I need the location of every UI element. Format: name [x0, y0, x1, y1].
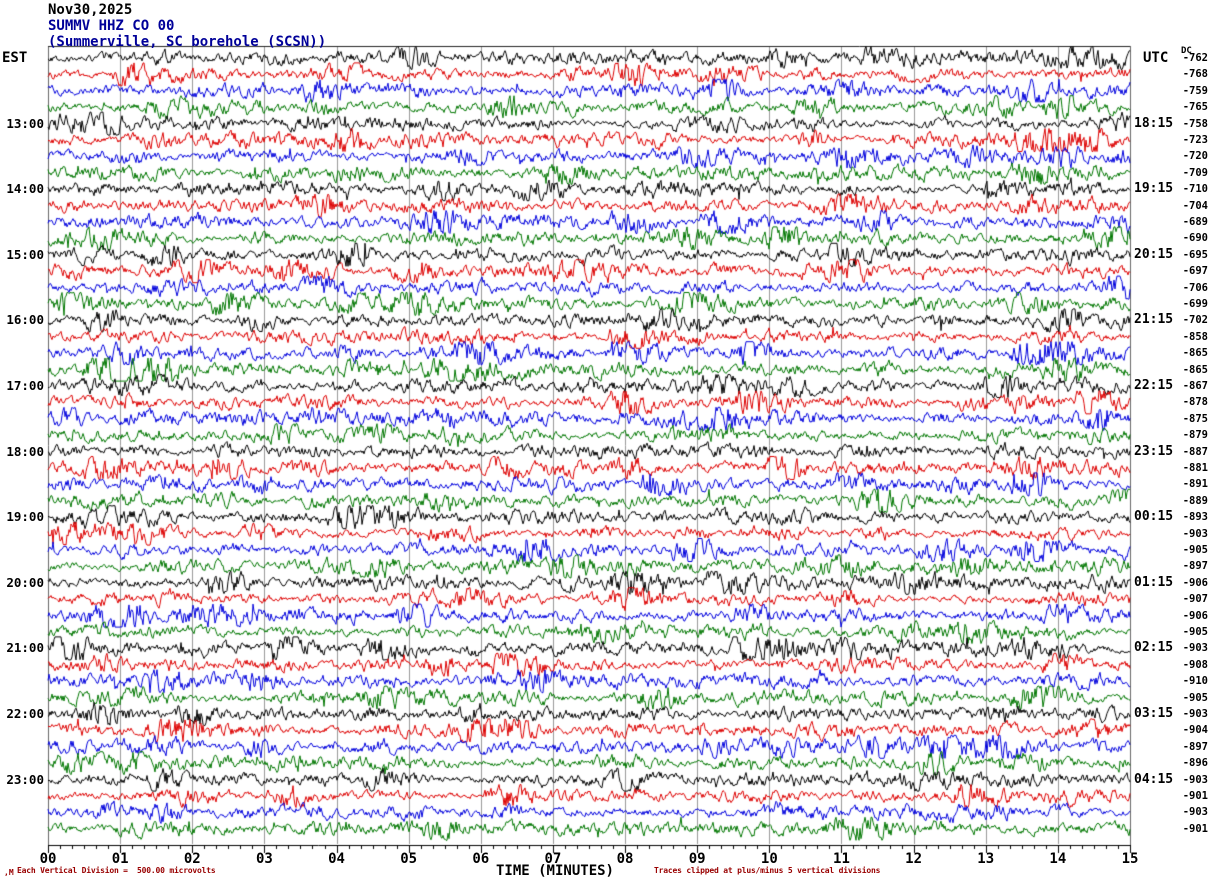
right-hour-label: 18:15 — [1134, 115, 1174, 131]
dc-offset-value: -903 — [1182, 708, 1208, 720]
right-hour-label: 21:15 — [1134, 312, 1174, 328]
x-tick-label: 05 — [400, 851, 418, 867]
dc-offset-value: -765 — [1182, 101, 1208, 114]
x-tick-label: 09 — [688, 851, 706, 867]
left-hour-label: 15:00 — [6, 246, 44, 262]
left-hour-label: 13:00 — [6, 115, 44, 131]
right-hour-label: 00:15 — [1134, 509, 1174, 525]
right-hour-label: 22:15 — [1134, 378, 1174, 393]
x-axis-label: TIME (MINUTES) — [495, 863, 614, 879]
x-tick-label: 04 — [328, 851, 345, 867]
station-title: SUMMV HHZ CO 00 — [48, 18, 175, 34]
x-tick-label: 02 — [183, 851, 201, 867]
clip-note: Traces clipped at plus/minus 5 vertical … — [654, 866, 881, 875]
dc-offset-value: -704 — [1182, 199, 1208, 212]
dc-offset-value: -889 — [1182, 494, 1208, 507]
dc-offset-value: -858 — [1182, 330, 1208, 343]
dc-offset-value: -706 — [1182, 281, 1208, 294]
dc-offset-value: -908 — [1182, 658, 1208, 671]
dc-offset-value: -905 — [1182, 626, 1208, 638]
x-tick-label: 13 — [977, 851, 995, 867]
left-hour-label: 21:00 — [6, 640, 44, 656]
dc-offset-value: -905 — [1182, 544, 1208, 556]
dc-offset-value: -897 — [1182, 560, 1208, 573]
dc-offset-value: -887 — [1182, 445, 1208, 458]
right-hour-label: 19:15 — [1134, 181, 1174, 197]
dc-offset-value: -867 — [1182, 380, 1208, 392]
dc-offset-value: -710 — [1182, 183, 1208, 196]
right-timezone-label: UTC — [1143, 50, 1169, 66]
date-title: Nov30,2025 — [48, 2, 133, 18]
dc-offset-value: -906 — [1182, 609, 1208, 622]
dc-offset-value: -906 — [1182, 576, 1208, 589]
dc-offset-value: -720 — [1182, 150, 1208, 163]
left-hour-label: 20:00 — [6, 574, 44, 590]
dc-offset-value: -881 — [1182, 462, 1208, 474]
dc-offset-value: -865 — [1182, 363, 1208, 376]
dc-offset-value: -903 — [1182, 773, 1208, 786]
x-tick-label: 01 — [111, 851, 129, 867]
dc-offset-value: -901 — [1182, 790, 1208, 802]
left-hour-label: 19:00 — [6, 509, 44, 525]
x-tick-label: 12 — [905, 851, 923, 867]
right-hour-label: 03:15 — [1134, 706, 1174, 721]
dc-offset-value: -697 — [1182, 265, 1208, 278]
right-hour-label: 01:15 — [1134, 574, 1174, 590]
right-hour-label: 20:15 — [1134, 246, 1174, 262]
x-tick-label: 00 — [39, 851, 57, 867]
vertical-division-scale-note: Each Vertical Division = 500.00 microvol… — [17, 866, 216, 875]
dc-offset-value: -689 — [1182, 216, 1208, 228]
dc-offset-value: -723 — [1182, 134, 1208, 146]
left-hour-label: 14:00 — [6, 181, 44, 197]
dc-offset-value: -893 — [1182, 511, 1208, 524]
right-hour-label: 23:15 — [1134, 443, 1174, 459]
dc-offset-value: -905 — [1182, 691, 1208, 704]
corner-mark: ,M — [4, 868, 14, 877]
x-tick-label: 03 — [255, 851, 273, 867]
dc-offset-value: -901 — [1182, 822, 1208, 835]
x-tick-label: 07 — [544, 851, 562, 867]
right-hour-label: 02:15 — [1134, 640, 1174, 656]
dc-column-header: DC — [1181, 46, 1192, 56]
x-tick-label: 15 — [1121, 851, 1139, 867]
dc-offset-value: -910 — [1182, 675, 1208, 688]
x-tick-label: 14 — [1049, 851, 1067, 867]
left-hour-label: 16:00 — [6, 312, 44, 328]
dc-offset-value: -699 — [1182, 298, 1208, 310]
x-tick-label: 06 — [472, 851, 490, 867]
left-hour-label: 23:00 — [6, 771, 44, 787]
dc-offset-value: -709 — [1182, 166, 1208, 179]
dc-offset-value: -907 — [1182, 593, 1208, 606]
dc-offset-value: -904 — [1182, 724, 1208, 737]
dc-offset-value: -759 — [1182, 84, 1208, 97]
dc-offset-value: -903 — [1182, 642, 1208, 655]
dc-offset-value: -768 — [1182, 68, 1208, 81]
dc-offset-value: -891 — [1182, 478, 1208, 491]
x-tick-label: 08 — [616, 851, 634, 867]
left-timezone-label: EST — [2, 50, 28, 66]
dc-offset-value: -758 — [1182, 117, 1208, 130]
dc-offset-value: -762 — [1182, 52, 1208, 64]
x-tick-label: 11 — [833, 851, 850, 867]
left-hour-label: 17:00 — [6, 378, 44, 393]
dc-offset-value: -896 — [1182, 757, 1208, 770]
location-title: (Summerville, SC borehole (SCSN)) — [48, 34, 327, 50]
dc-offset-value: -903 — [1182, 527, 1208, 540]
left-hour-label: 18:00 — [6, 443, 44, 459]
dc-offset-value: -897 — [1182, 740, 1208, 753]
dc-offset-value: -690 — [1182, 232, 1208, 245]
dc-offset-value: -878 — [1182, 396, 1208, 409]
dc-offset-value: -875 — [1182, 412, 1208, 425]
dc-offset-value: -695 — [1182, 248, 1208, 261]
dc-offset-value: -702 — [1182, 314, 1208, 327]
right-hour-label: 04:15 — [1134, 771, 1174, 787]
left-hour-label: 22:00 — [6, 706, 44, 721]
dc-offset-value: -903 — [1182, 806, 1208, 819]
dc-offset-value: -879 — [1182, 429, 1208, 442]
x-tick-label: 10 — [760, 851, 778, 867]
dc-offset-value: -865 — [1182, 347, 1208, 360]
